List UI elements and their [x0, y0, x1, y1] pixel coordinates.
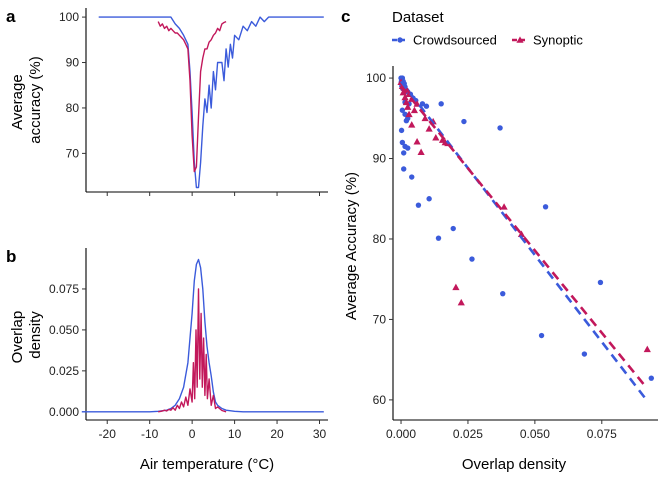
- panel-b: b Overlap density 0.000 0.025 0.050 0.075 -2…: [6, 247, 328, 473]
- panel-c-letter: c: [341, 7, 350, 26]
- point-crowdsourced: [461, 118, 467, 125]
- point-crowdsourced: [469, 256, 475, 262]
- point-crowdsourced: [426, 196, 432, 202]
- panel-b-x-tick-label: 30: [313, 427, 327, 441]
- point-crowdsourced: [409, 174, 415, 180]
- point-crowdsourced: [415, 202, 422, 208]
- point-synoptic: [452, 283, 460, 291]
- panel-a-ylabel-line-2: accuracy (%): [27, 56, 44, 144]
- point-synoptic: [643, 345, 651, 353]
- panel-a-y-tick-label: 70: [66, 146, 80, 160]
- panel-b-series: [81, 258, 324, 413]
- point-synoptic: [425, 125, 433, 132]
- panel-a-line-crowdsourced: [98, 16, 324, 189]
- panel-b-y-tick-label: 0.025: [49, 364, 79, 378]
- panel-a-letter: a: [6, 7, 16, 26]
- panel-b-ylabel-line-2: density: [27, 311, 44, 359]
- panel-c-x-tick-label: 0.075: [587, 427, 617, 441]
- legend-title: Dataset: [392, 9, 445, 26]
- panel-c: c Dataset Crowdsourced Synoptic Average A…: [341, 7, 658, 473]
- legend-label-synoptic: Synoptic: [533, 33, 583, 48]
- panel-c-x-tick-label: 0.000: [386, 427, 416, 441]
- panel-c-y-tick-label: 70: [373, 312, 387, 326]
- point-crowdsourced: [423, 103, 430, 109]
- point-crowdsourced: [542, 204, 549, 210]
- panel-b-x-tick-label: -10: [141, 427, 159, 441]
- point-synoptic: [517, 230, 526, 238]
- panel-c-y-tick-label: 90: [373, 152, 387, 166]
- panel-b-line-crowdsourced: [81, 258, 324, 413]
- panel-a-line-synoptic: [157, 20, 227, 173]
- panel-b-letter: b: [6, 247, 16, 266]
- point-crowdsourced: [399, 139, 406, 146]
- panel-b-y-tick-label: 0.050: [49, 323, 79, 337]
- point-synoptic: [417, 148, 425, 155]
- panel-b-line-synoptic: [158, 288, 227, 413]
- panel-a-axes: 70 80 90 100: [59, 8, 328, 196]
- point-crowdsourced: [405, 145, 411, 151]
- point-crowdsourced: [581, 351, 588, 357]
- point-synoptic: [405, 110, 413, 118]
- point-crowdsourced: [398, 127, 405, 134]
- point-crowdsourced: [450, 225, 456, 232]
- point-crowdsourced: [497, 125, 503, 131]
- point-crowdsourced: [500, 290, 506, 297]
- panel-a-series: [98, 16, 324, 189]
- panel-c-x-tick-label: 0.025: [453, 427, 483, 441]
- panel-b-axes: 0.000 0.025 0.050 0.075 -20 -10 0 10 20 30: [49, 248, 328, 441]
- panel-c-xlabel: Overlap density: [462, 456, 567, 473]
- panel-c-y-tick-label: 100: [366, 71, 386, 85]
- point-crowdsourced: [538, 332, 545, 339]
- point-synoptic: [457, 298, 465, 306]
- point-synoptic: [402, 98, 410, 106]
- point-crowdsourced: [435, 235, 442, 241]
- panel-b-x-tick-label: 0: [189, 427, 196, 441]
- point-synoptic: [399, 88, 407, 96]
- point-crowdsourced: [419, 101, 426, 107]
- panel-a: a Average accuracy (%) 70 80 90 100: [6, 7, 328, 196]
- panel-c-series: [397, 75, 655, 399]
- panel-b-x-tick-label: 20: [270, 427, 284, 441]
- point-synoptic: [421, 114, 429, 122]
- panel-c-y-tick-label: 80: [373, 232, 387, 246]
- point-crowdsourced: [597, 279, 604, 286]
- point-crowdsourced: [648, 375, 655, 381]
- legend-key-marker-crowdsourced: [397, 37, 403, 43]
- panel-a-y-tick-label: 90: [66, 56, 80, 70]
- panel-a-y-tick-label: 80: [66, 101, 80, 115]
- legend-label-crowdsourced: Crowdsourced: [413, 33, 497, 48]
- panel-b-ylabel-line-1: Overlap: [9, 311, 26, 364]
- panel-b-y-tick-label: 0.000: [49, 405, 79, 419]
- panel-c-y-tick-label: 60: [373, 393, 387, 407]
- point-synoptic: [432, 134, 440, 141]
- panel-c-x-tick-label: 0.050: [520, 427, 550, 441]
- trend-line-synoptic: [400, 85, 646, 387]
- point-synoptic: [410, 106, 419, 114]
- point-synoptic: [500, 203, 508, 210]
- legend: Crowdsourced Synoptic: [392, 33, 583, 48]
- panel-b-ylabel: Overlap density: [9, 307, 44, 364]
- panel-c-axes: 60 70 80 90 100 0.000 0.025 0.050 0.075: [366, 66, 658, 441]
- point-crowdsourced: [399, 107, 406, 113]
- panel-a-ylabel: Average accuracy (%): [9, 56, 44, 144]
- point-synoptic: [404, 103, 412, 110]
- panel-b-x-tick-label: 10: [228, 427, 242, 441]
- panel-b-xlabel: Air temperature (°C): [140, 456, 274, 473]
- legend-key-marker-synoptic: [516, 36, 524, 43]
- point-crowdsourced: [438, 101, 444, 107]
- panel-c-ylabel: Average Accuracy (%): [343, 172, 360, 320]
- panel-b-x-tick-label: -20: [99, 427, 117, 441]
- point-synoptic: [413, 138, 421, 145]
- panel-a-ylabel-line-1: Average: [9, 74, 26, 130]
- point-synoptic: [401, 93, 409, 101]
- point-crowdsourced: [401, 166, 407, 172]
- panel-a-y-tick-label: 100: [59, 10, 79, 24]
- point-crowdsourced: [403, 118, 410, 124]
- point-crowdsourced: [401, 150, 407, 156]
- point-synoptic: [408, 121, 416, 128]
- panel-b-y-tick-label: 0.075: [49, 282, 79, 296]
